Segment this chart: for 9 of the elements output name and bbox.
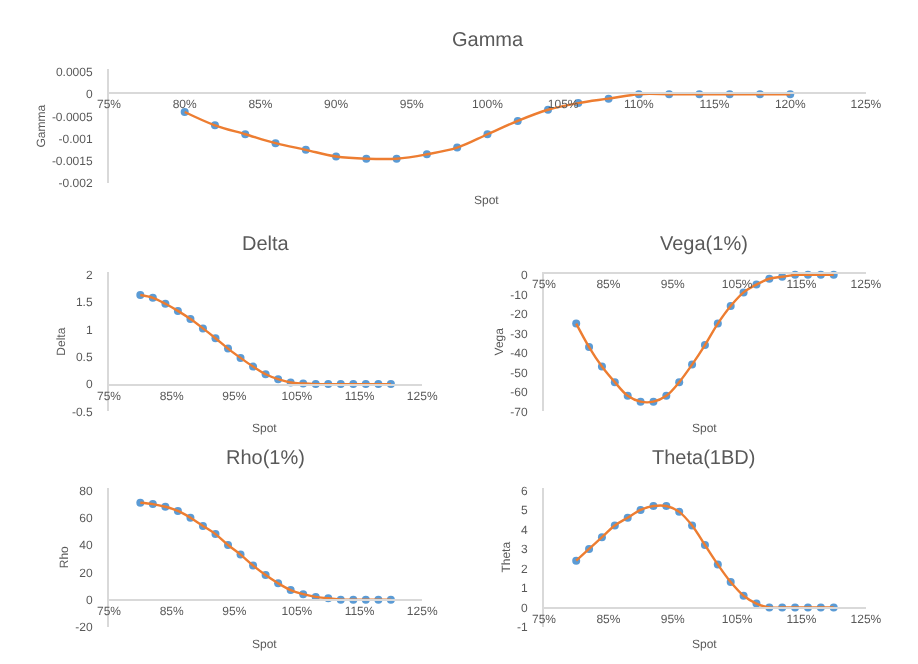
line-series — [139, 293, 393, 386]
chart-title: Theta(1BD) — [652, 448, 756, 470]
chart-title: Vega(1%) — [660, 234, 748, 256]
line-series — [575, 504, 835, 609]
chart-title: Gamma — [452, 30, 524, 52]
line-series — [575, 273, 835, 404]
chart-title: Delta — [242, 234, 290, 256]
chart-title: Rho(1%) — [226, 448, 305, 470]
line-series — [139, 501, 393, 601]
